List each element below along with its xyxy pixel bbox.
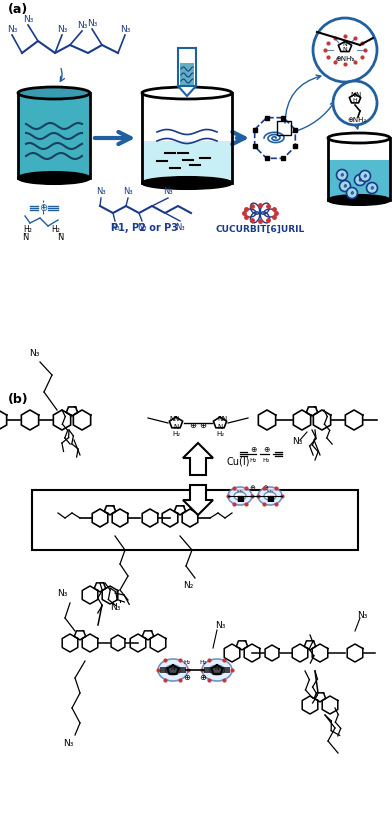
Text: ⊕: ⊕ [39,203,47,213]
Text: ⊕NH₂: ⊕NH₂ [336,56,355,62]
Text: Cu(I): Cu(I) [226,457,250,467]
Ellipse shape [234,492,246,500]
Bar [160,667,186,673]
Circle shape [354,174,365,186]
Text: N₃: N₃ [292,438,302,447]
Text: N: N [173,416,179,422]
Text: N₃: N₃ [357,610,367,619]
Text: N: N [350,92,356,98]
Text: ⊕NH₂: ⊕NH₂ [347,117,367,123]
Text: N: N [169,416,174,422]
Text: N₃: N₃ [96,187,106,196]
Text: H₂: H₂ [249,459,257,464]
Circle shape [333,81,377,125]
Text: H₂: H₂ [24,226,33,235]
Text: N₃: N₃ [137,222,147,231]
Ellipse shape [328,133,390,143]
Ellipse shape [165,665,180,675]
Text: (a): (a) [8,3,28,16]
Text: N₃: N₃ [110,604,120,613]
Polygon shape [178,86,196,96]
Text: ■: ■ [266,495,274,504]
Text: (b): (b) [8,393,29,407]
Bar [178,48,196,86]
Text: N: N [173,424,179,430]
Text: H₂: H₂ [183,659,191,664]
Ellipse shape [228,487,252,505]
Text: N₃: N₃ [120,25,130,34]
Text: N
N: N N [343,42,347,52]
Ellipse shape [258,487,282,505]
Text: ⊕: ⊕ [263,444,269,453]
Text: N: N [221,416,227,422]
Text: H₂: H₂ [172,431,180,437]
Text: N₃: N₃ [77,20,87,29]
Ellipse shape [18,87,90,99]
Ellipse shape [202,659,232,681]
Text: ⊕: ⊕ [250,444,256,453]
Text: N: N [218,424,223,430]
Text: ⊕: ⊕ [249,485,255,491]
Circle shape [367,182,377,194]
Bar [18,93,90,178]
Bar [277,121,291,135]
Bar [32,490,358,550]
Text: N₃: N₃ [57,25,67,34]
Text: CUCURBIT[6]URIL: CUCURBIT[6]URIL [215,224,305,233]
Ellipse shape [328,195,390,205]
Text: ⊕: ⊕ [200,420,207,429]
Text: H₂: H₂ [236,489,243,495]
Text: N₃: N₃ [163,187,173,196]
Ellipse shape [142,177,232,189]
Bar [142,141,232,183]
Text: N: N [215,666,220,671]
Text: ⊕: ⊕ [189,420,196,429]
Circle shape [339,181,350,191]
Text: P1, P2 or P3: P1, P2 or P3 [111,223,178,233]
Ellipse shape [209,665,225,675]
Text: H₂: H₂ [52,226,60,235]
Text: N̈: N̈ [57,232,63,241]
Text: H₂: H₂ [267,489,274,495]
Polygon shape [183,485,213,515]
Text: N₃: N₃ [87,19,97,28]
Text: N₃: N₃ [110,222,120,231]
Ellipse shape [18,172,90,184]
Circle shape [336,169,347,181]
Polygon shape [183,443,213,475]
Text: N₃: N₃ [63,739,73,748]
Bar [204,667,230,673]
Circle shape [313,18,377,82]
Circle shape [347,187,358,199]
Text: N̈: N̈ [22,232,28,241]
Text: N: N [218,416,223,422]
Text: N: N [171,666,175,671]
Text: N₃: N₃ [23,15,33,24]
Text: N₃: N₃ [175,222,185,231]
Text: H₂: H₂ [262,459,270,464]
Ellipse shape [158,659,188,681]
Text: ⊕: ⊕ [183,673,191,682]
Text: N₃: N₃ [57,588,67,597]
Text: ⊕: ⊕ [200,673,207,682]
Circle shape [359,170,370,182]
Ellipse shape [264,492,276,500]
Text: ■: ■ [236,495,244,504]
Ellipse shape [142,87,232,99]
Text: N₃: N₃ [29,349,39,358]
Text: N₃: N₃ [7,25,17,34]
Text: H: H [353,98,358,104]
Text: H₂: H₂ [200,659,207,664]
Text: N₂: N₂ [183,582,193,591]
Bar [328,160,390,200]
Text: N: N [356,92,361,98]
Text: H₂: H₂ [216,431,224,437]
Text: ⊕: ⊕ [262,485,268,491]
Text: N₃: N₃ [123,187,133,196]
Bar [180,63,194,85]
Text: N₃: N₃ [215,621,225,630]
